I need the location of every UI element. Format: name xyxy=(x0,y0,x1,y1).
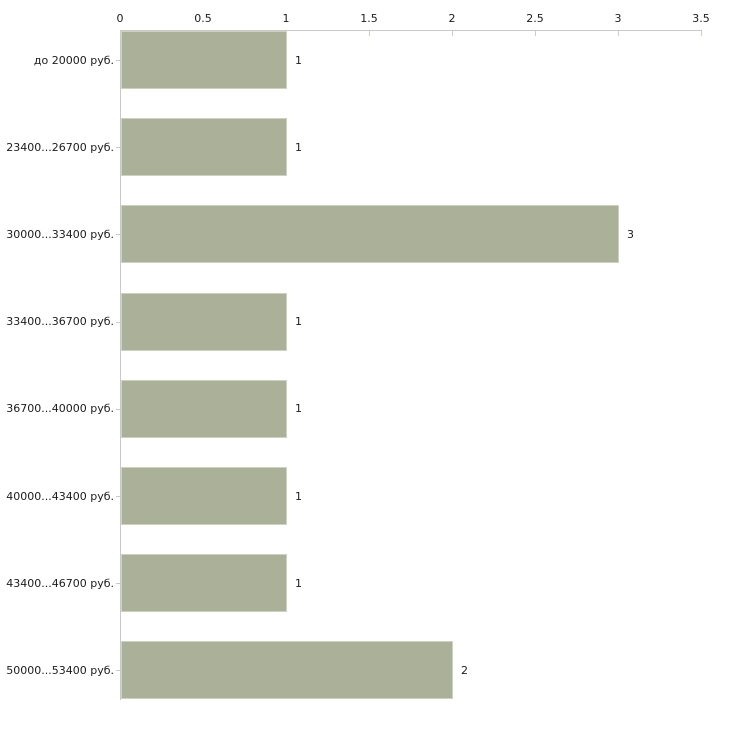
x-tick-label: 3.5 xyxy=(692,12,710,25)
value-label: 1 xyxy=(295,315,302,329)
bar-6 xyxy=(121,554,287,613)
x-tick-mark xyxy=(535,31,536,36)
bar-1 xyxy=(121,118,287,177)
category-label: 33400...36700 руб. xyxy=(6,315,114,329)
value-label: 2 xyxy=(461,663,468,677)
x-tick-label: 3 xyxy=(614,12,622,25)
x-axis-line xyxy=(120,30,702,31)
y-tick-mark xyxy=(116,321,121,323)
value-label: 1 xyxy=(295,576,302,590)
bar-5 xyxy=(121,467,287,525)
value-label: 1 xyxy=(295,53,302,67)
bar-7 xyxy=(121,641,453,700)
bar-4 xyxy=(121,379,287,438)
y-tick-mark xyxy=(116,147,121,149)
x-tick-label: 1.5 xyxy=(360,12,378,25)
y-tick-mark xyxy=(116,670,121,672)
x-tick-label: 0.5 xyxy=(194,12,212,25)
value-label: 1 xyxy=(295,140,302,154)
x-tick-mark xyxy=(369,31,370,36)
x-tick-mark xyxy=(452,31,453,36)
x-tick-label: 1 xyxy=(282,12,290,25)
category-label: 40000...43400 руб. xyxy=(6,489,114,503)
x-tick-label: 0 xyxy=(116,12,124,25)
value-label: 3 xyxy=(627,227,634,241)
value-label: 1 xyxy=(295,402,302,416)
category-label: до 20000 руб. xyxy=(33,53,114,67)
y-tick-mark xyxy=(116,234,121,236)
x-tick-mark xyxy=(701,31,702,36)
value-label: 1 xyxy=(295,489,302,503)
category-label: 30000...33400 руб. xyxy=(6,227,114,241)
y-axis-line xyxy=(120,30,121,700)
y-tick-mark xyxy=(116,583,121,585)
category-label: 43400...46700 руб. xyxy=(6,576,114,590)
x-tick-mark xyxy=(120,31,121,36)
bar-0 xyxy=(121,31,287,89)
y-tick-mark xyxy=(116,408,121,410)
bar-3 xyxy=(121,292,287,351)
category-label: 23400...26700 руб. xyxy=(6,140,114,154)
x-tick-label: 2.5 xyxy=(526,12,544,25)
x-tick-mark xyxy=(618,31,619,36)
category-label: 50000...53400 руб. xyxy=(6,663,114,677)
x-tick-label: 2 xyxy=(448,12,456,25)
y-tick-mark xyxy=(116,496,121,497)
y-tick-mark xyxy=(116,60,121,61)
bar-2 xyxy=(121,205,619,264)
category-label: 36700...40000 руб. xyxy=(6,402,114,416)
